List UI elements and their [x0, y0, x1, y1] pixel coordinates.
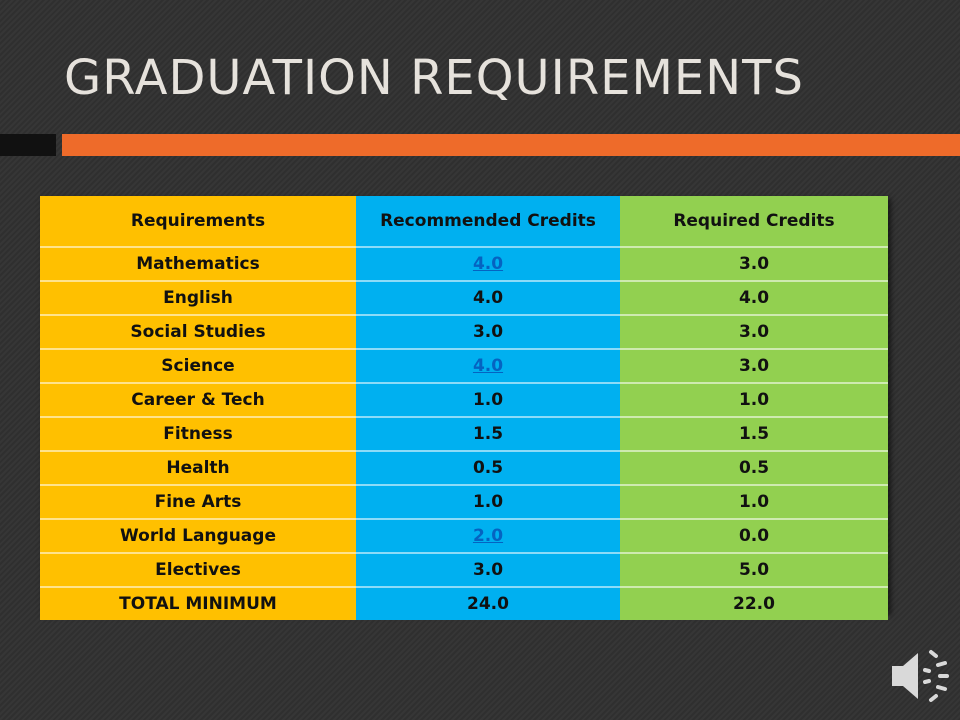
recommended-cell: 4.0	[356, 247, 620, 282]
recommended-link[interactable]: 4.0	[472, 356, 504, 376]
required-cell: 5.0	[620, 553, 888, 588]
recommended-cell: 3.0	[356, 315, 620, 350]
subject-cell: TOTAL MINIMUM	[40, 587, 356, 620]
header-recommended-credits: Recommended Credits	[356, 196, 620, 248]
subject-cell: World Language	[40, 519, 356, 554]
table-row: English 4.0 4.0	[40, 281, 888, 316]
table-row: Electives 3.0 5.0	[40, 553, 888, 588]
required-cell: 0.5	[620, 451, 888, 486]
subject-cell: Career & Tech	[40, 383, 356, 418]
requirements-table-container: Requirements Recommended Credits Require…	[40, 196, 888, 620]
required-cell: 3.0	[620, 247, 888, 282]
recommended-cell: 1.0	[356, 485, 620, 520]
table-row: Fitness 1.5 1.5	[40, 417, 888, 452]
title-divider-dark	[0, 134, 56, 156]
table-row: Health 0.5 0.5	[40, 451, 888, 486]
slide-title: GRADUATION REQUIREMENTS	[64, 50, 804, 106]
recommended-cell: 1.0	[356, 383, 620, 418]
recommended-cell: 2.0	[356, 519, 620, 554]
required-cell: 1.5	[620, 417, 888, 452]
subject-cell: English	[40, 281, 356, 316]
subject-cell: Mathematics	[40, 247, 356, 282]
header-required-credits: Required Credits	[620, 196, 888, 248]
recommended-cell: 24.0	[356, 587, 620, 620]
table-row: World Language 2.0 0.0	[40, 519, 888, 554]
required-cell: 1.0	[620, 485, 888, 520]
title-divider-accent	[62, 134, 960, 156]
subject-cell: Health	[40, 451, 356, 486]
table-row: Science 4.0 3.0	[40, 349, 888, 384]
table-row: Mathematics 4.0 3.0	[40, 247, 888, 282]
recommended-link[interactable]: 2.0	[472, 526, 504, 546]
subject-cell: Social Studies	[40, 315, 356, 350]
recommended-cell: 0.5	[356, 451, 620, 486]
required-cell: 3.0	[620, 315, 888, 350]
subject-cell: Fitness	[40, 417, 356, 452]
requirements-table: Requirements Recommended Credits Require…	[40, 196, 888, 620]
table-row: Social Studies 3.0 3.0	[40, 315, 888, 350]
recommended-cell: 1.5	[356, 417, 620, 452]
recommended-cell: 4.0	[356, 349, 620, 384]
table-row-total: TOTAL MINIMUM 24.0 22.0	[40, 587, 888, 620]
required-cell: 1.0	[620, 383, 888, 418]
table-row: Career & Tech 1.0 1.0	[40, 383, 888, 418]
required-cell: 3.0	[620, 349, 888, 384]
subject-cell: Electives	[40, 553, 356, 588]
recommended-cell: 4.0	[356, 281, 620, 316]
header-requirements: Requirements	[40, 196, 356, 248]
required-cell: 4.0	[620, 281, 888, 316]
table-row: Fine Arts 1.0 1.0	[40, 485, 888, 520]
subject-cell: Science	[40, 349, 356, 384]
recommended-link[interactable]: 4.0	[472, 254, 504, 274]
table-header-row: Requirements Recommended Credits Require…	[40, 196, 888, 248]
required-cell: 0.0	[620, 519, 888, 554]
subject-cell: Fine Arts	[40, 485, 356, 520]
required-cell: 22.0	[620, 587, 888, 620]
speaker-icon[interactable]	[888, 644, 952, 708]
recommended-cell: 3.0	[356, 553, 620, 588]
